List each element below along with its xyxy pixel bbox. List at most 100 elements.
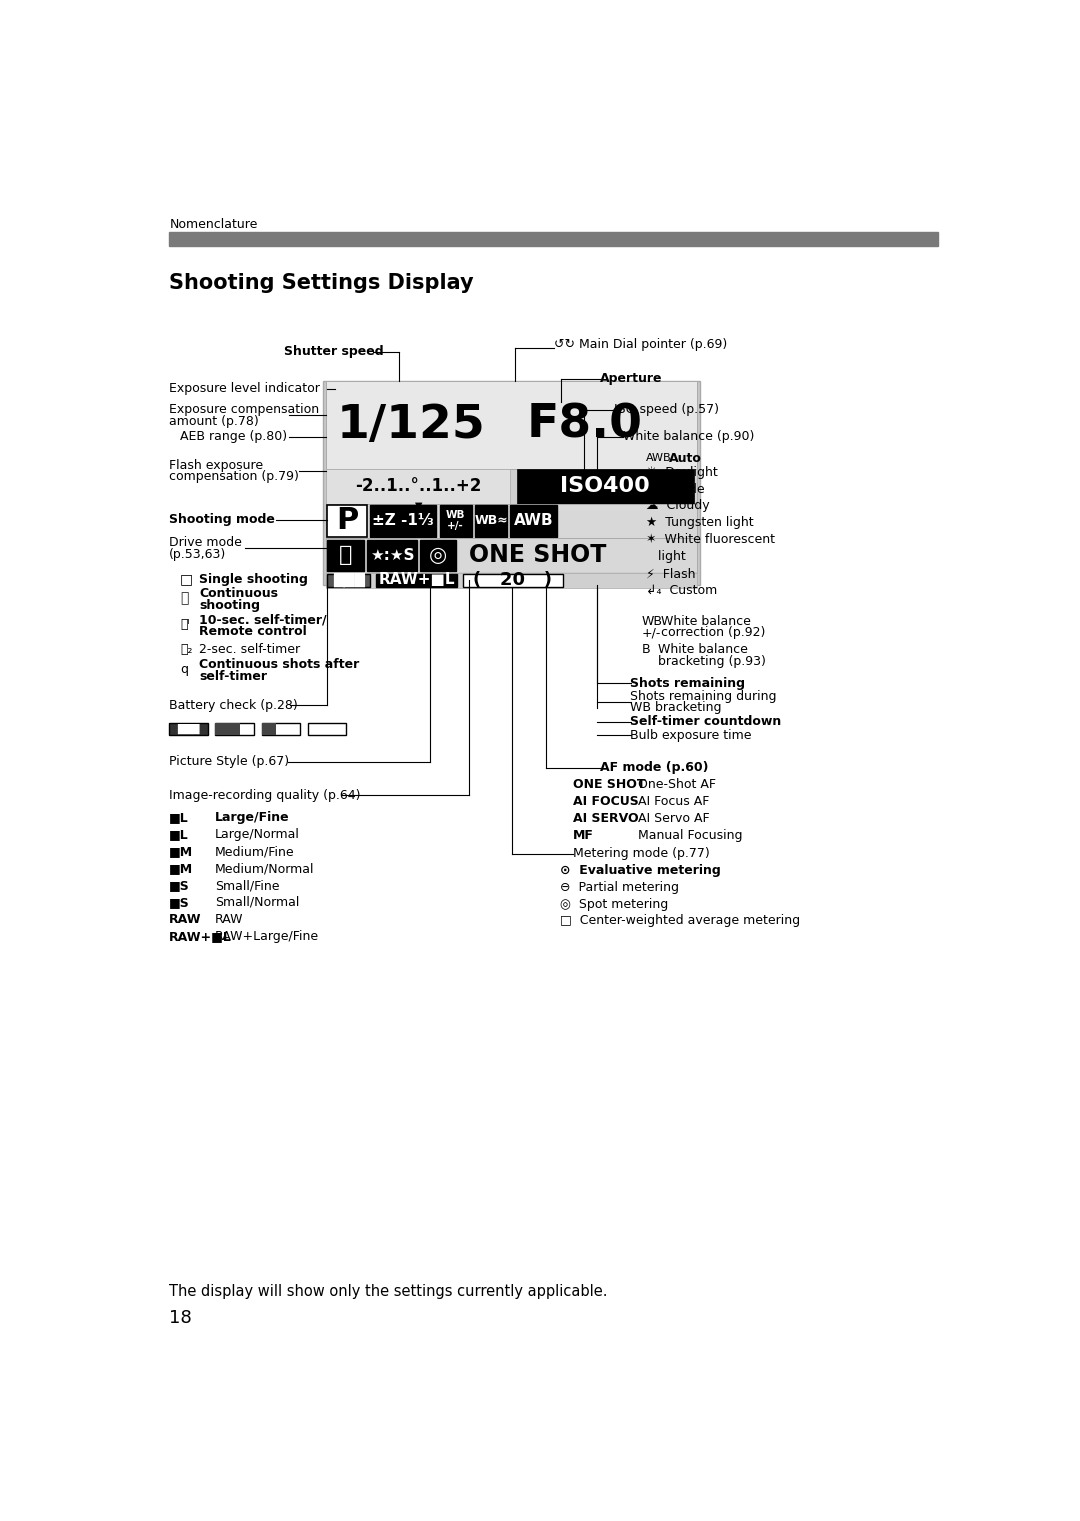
Text: ⚠  Shade: ⚠ Shade xyxy=(646,482,704,496)
Bar xyxy=(327,540,364,572)
Text: RAW+■L: RAW+■L xyxy=(378,572,455,587)
Text: P: P xyxy=(336,506,359,535)
Bar xyxy=(325,573,697,586)
Text: Small/Fine: Small/Fine xyxy=(215,879,280,891)
Text: ISO speed (p.57): ISO speed (p.57) xyxy=(613,403,718,417)
Bar xyxy=(325,573,697,587)
Text: ISO400: ISO400 xyxy=(561,476,650,496)
Text: Metering mode (p.77): Metering mode (p.77) xyxy=(572,847,710,861)
Text: AI FOCUS: AI FOCUS xyxy=(572,795,638,808)
Text: Shots remaining during: Shots remaining during xyxy=(631,691,777,703)
Bar xyxy=(325,468,511,503)
Text: +/-: +/- xyxy=(642,627,661,639)
Text: Bulb exposure time: Bulb exposure time xyxy=(631,729,752,742)
Text: ▼: ▼ xyxy=(415,500,422,511)
Text: Shutter speed: Shutter speed xyxy=(284,345,383,359)
Text: ⎙: ⎙ xyxy=(339,545,352,566)
Text: The display will show only the settings currently applicable.: The display will show only the settings … xyxy=(170,1284,608,1299)
Text: Exposure compensation: Exposure compensation xyxy=(170,403,320,417)
Text: ■M: ■M xyxy=(170,862,193,875)
Text: ONE SHOT: ONE SHOT xyxy=(469,543,606,567)
Text: ■L: ■L xyxy=(170,811,189,824)
Bar xyxy=(325,503,697,538)
Text: ■S: ■S xyxy=(170,896,190,910)
Text: AI Servo AF: AI Servo AF xyxy=(638,812,710,824)
Text: ⌛ᴵ: ⌛ᴵ xyxy=(180,618,190,631)
Text: ◎: ◎ xyxy=(429,545,447,566)
Text: bracketing (p.93): bracketing (p.93) xyxy=(653,656,766,668)
Text: □  Center-weighted average metering: □ Center-weighted average metering xyxy=(561,914,800,928)
Text: AWB: AWB xyxy=(646,453,672,464)
Text: shooting: shooting xyxy=(200,599,260,611)
Text: ↲₄  Custom: ↲₄ Custom xyxy=(646,584,717,598)
Text: One-Shot AF: One-Shot AF xyxy=(638,779,716,791)
Text: White balance: White balance xyxy=(661,614,752,628)
Bar xyxy=(511,505,556,537)
Bar xyxy=(420,540,456,572)
Text: RAW+Large/Fine: RAW+Large/Fine xyxy=(215,929,319,943)
Text: WB≈: WB≈ xyxy=(474,514,508,528)
Text: ★  Tungsten light: ★ Tungsten light xyxy=(646,516,754,529)
Text: Flash exposure: Flash exposure xyxy=(170,459,264,473)
Text: WB
+/-: WB +/- xyxy=(446,510,465,531)
Text: 1/125: 1/125 xyxy=(337,403,485,447)
Text: B: B xyxy=(642,643,650,657)
Bar xyxy=(170,231,937,246)
Text: ■L: ■L xyxy=(170,829,189,841)
Text: ◎  Spot metering: ◎ Spot metering xyxy=(561,897,669,911)
Bar xyxy=(216,722,240,735)
Text: Large/Normal: Large/Normal xyxy=(215,829,299,841)
Text: ⌛₂: ⌛₂ xyxy=(180,643,192,657)
Text: Remote control: Remote control xyxy=(200,625,307,637)
Text: MF: MF xyxy=(572,829,594,843)
Bar xyxy=(367,540,417,572)
Text: ■M: ■M xyxy=(170,846,193,858)
Text: RAW: RAW xyxy=(215,913,243,926)
Text: AI Focus AF: AI Focus AF xyxy=(638,795,710,808)
Text: 2-sec. self-timer: 2-sec. self-timer xyxy=(200,643,300,657)
Text: Shooting Settings Display: Shooting Settings Display xyxy=(170,272,474,292)
Text: ±Z -1⅓: ±Z -1⅓ xyxy=(372,513,433,528)
Text: ⊙  Evaluative metering: ⊙ Evaluative metering xyxy=(561,864,721,876)
Bar xyxy=(462,573,563,587)
Text: ☁  Cloudy: ☁ Cloudy xyxy=(646,499,710,513)
Text: Medium/Normal: Medium/Normal xyxy=(215,862,314,875)
Text: ONE SHOT: ONE SHOT xyxy=(572,779,645,791)
Text: Nomenclature: Nomenclature xyxy=(170,219,258,231)
Text: Shooting mode: Shooting mode xyxy=(170,513,275,526)
Text: Continuous shots after: Continuous shots after xyxy=(200,659,360,671)
Bar xyxy=(325,382,697,468)
Text: ★:★S: ★:★S xyxy=(369,548,414,563)
Text: Battery check (p.28): Battery check (p.28) xyxy=(170,698,298,712)
Text: ⊖  Partial metering: ⊖ Partial metering xyxy=(561,881,679,893)
Bar xyxy=(308,722,347,735)
Text: AI SERVO: AI SERVO xyxy=(572,812,638,824)
Text: ✶  White fluorescent: ✶ White fluorescent xyxy=(646,534,774,546)
Text: ☀  Daylight: ☀ Daylight xyxy=(646,465,717,479)
Text: ⎙: ⎙ xyxy=(180,592,188,605)
Text: F8.0: F8.0 xyxy=(526,403,643,447)
Text: Drive mode: Drive mode xyxy=(170,537,242,549)
Text: q: q xyxy=(180,663,188,675)
Bar xyxy=(261,722,300,735)
Text: Aperture: Aperture xyxy=(599,373,662,385)
Text: Shots remaining: Shots remaining xyxy=(631,677,745,689)
Bar xyxy=(327,573,370,587)
Text: correction (p.92): correction (p.92) xyxy=(661,627,766,639)
Text: AWB: AWB xyxy=(514,513,553,528)
Text: -2..1..°..1..+2: -2..1..°..1..+2 xyxy=(355,478,482,494)
Text: AF mode (p.60): AF mode (p.60) xyxy=(599,760,708,774)
Text: Single shooting: Single shooting xyxy=(200,572,308,586)
Text: Medium/Fine: Medium/Fine xyxy=(215,846,295,858)
Text: Image-recording quality (p.64): Image-recording quality (p.64) xyxy=(170,789,361,802)
Text: self-timer: self-timer xyxy=(200,669,267,683)
Bar xyxy=(170,722,207,735)
Text: Picture Style (p.67): Picture Style (p.67) xyxy=(170,754,289,768)
Bar xyxy=(377,573,457,587)
Text: □: □ xyxy=(180,572,193,586)
Text: Auto: Auto xyxy=(669,452,702,465)
Bar xyxy=(261,722,275,735)
Text: AEB range (p.80): AEB range (p.80) xyxy=(180,430,287,443)
Text: ⚡  Flash: ⚡ Flash xyxy=(646,567,696,580)
Text: Small/Normal: Small/Normal xyxy=(215,896,299,910)
